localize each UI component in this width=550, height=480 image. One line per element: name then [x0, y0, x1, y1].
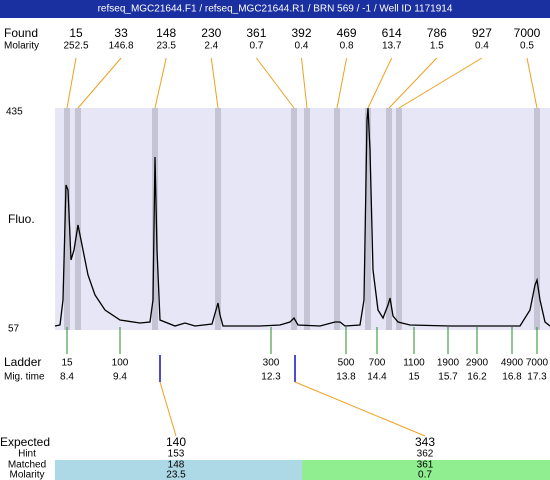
matched-cell-1 [55, 460, 302, 480]
matched-label: Matched [8, 460, 46, 471]
peak-connector [66, 57, 77, 109]
mig-time-label: Mig. time [4, 372, 45, 383]
peak-band [304, 108, 310, 330]
peak-molarity: 1.5 [430, 41, 444, 52]
ladder-mig-time: 17.3 [527, 372, 547, 383]
title: refseq_MGC21644.F1 / refseq_MGC21644.R1 … [98, 4, 453, 15]
ladder-size: 700 [369, 358, 386, 369]
peak-molarity: 0.4 [475, 41, 489, 52]
found-label: Found [4, 26, 38, 40]
peak-connector [398, 57, 483, 109]
peak-molarity: 0.5 [520, 41, 534, 52]
peak-connector [526, 57, 538, 109]
ladder-mig-time: 15.7 [438, 372, 458, 383]
trace [54, 107, 550, 327]
ladder-mig-time: 12.3 [261, 372, 281, 383]
ladder-size: 4900 [501, 358, 524, 369]
peak-molarity: 0.4 [295, 41, 309, 52]
expected-connector [294, 381, 426, 437]
peak-connector [336, 57, 348, 109]
peak-band [291, 108, 297, 330]
peak-size: 469 [337, 26, 357, 40]
peak-size: 148 [156, 26, 176, 40]
title-bar [0, 0, 550, 18]
peak-size: 15 [69, 26, 83, 40]
hint-value: 153 [168, 449, 185, 460]
ladder-mig-time: 8.4 [60, 372, 74, 383]
axis-label: Fluo. [8, 212, 35, 226]
peak-connector [388, 57, 438, 109]
expected-value: 343 [415, 435, 435, 449]
expected-value: 140 [166, 435, 186, 449]
peak-band [365, 108, 371, 330]
ladder-mig-time: 13.8 [336, 372, 356, 383]
peak-band [75, 108, 81, 330]
peak-molarity: 0.7 [249, 41, 263, 52]
peak-size: 33 [114, 26, 128, 40]
peak-connector [256, 57, 295, 109]
ladder-mig-time: 16.2 [467, 372, 487, 383]
molarity-label: Molarity [4, 41, 39, 52]
plot-area [55, 108, 550, 330]
peak-size: 230 [201, 26, 221, 40]
peak-molarity: 23.5 [156, 41, 176, 52]
expected-connector [159, 381, 177, 437]
peak-connector [367, 57, 393, 109]
peak-size: 786 [427, 26, 447, 40]
ladder-size: 500 [338, 358, 355, 369]
ladder-mig-time: 9.4 [113, 372, 127, 383]
axis-top: 435 [6, 107, 23, 118]
ladder-size: 2900 [466, 358, 489, 369]
ladder-mig-time: 16.8 [502, 372, 522, 383]
expected-label: Expected [0, 435, 50, 449]
peak-size: 392 [291, 26, 311, 40]
ladder-mig-time: 14.4 [367, 372, 387, 383]
ladder-mig-time: 15 [408, 372, 420, 383]
peak-connector [210, 57, 219, 109]
peak-connector [301, 57, 308, 109]
hint-label: Hint [18, 449, 36, 460]
ladder-size: 7000 [526, 358, 549, 369]
peak-size: 927 [472, 26, 492, 40]
molarity-value: 0.7 [418, 470, 432, 480]
axis-bottom: 57 [8, 324, 20, 335]
ladder-size: 1900 [437, 358, 460, 369]
matched-value: 361 [417, 460, 434, 471]
peak-size: 361 [246, 26, 266, 40]
ladder-size: 100 [112, 358, 129, 369]
peak-band [386, 108, 392, 330]
expected-molarity-label: Molarity [9, 470, 44, 480]
peak-band [334, 108, 340, 330]
peak-connector [77, 57, 122, 109]
hint-value: 362 [417, 449, 434, 460]
ladder-size: 15 [61, 358, 73, 369]
peak-band [396, 108, 402, 330]
ladder-label: Ladder [4, 355, 41, 369]
peak-molarity: 0.8 [340, 41, 354, 52]
peak-band [534, 108, 540, 330]
peak-molarity: 13.7 [382, 41, 402, 52]
peak-size: 614 [382, 26, 402, 40]
peak-molarity: 2.4 [204, 41, 218, 52]
molarity-value: 23.5 [166, 470, 186, 480]
peak-size: 7000 [514, 26, 541, 40]
peak-connector [154, 57, 167, 109]
ladder-size: 1100 [403, 358, 425, 369]
peak-molarity: 146.8 [109, 41, 134, 52]
matched-value: 148 [168, 460, 185, 471]
matched-cell-2 [302, 460, 550, 480]
ladder-size: 300 [263, 358, 280, 369]
peak-band [64, 108, 70, 330]
peak-band [152, 108, 158, 330]
peak-molarity: 252.5 [63, 41, 88, 52]
peak-band [215, 108, 221, 330]
